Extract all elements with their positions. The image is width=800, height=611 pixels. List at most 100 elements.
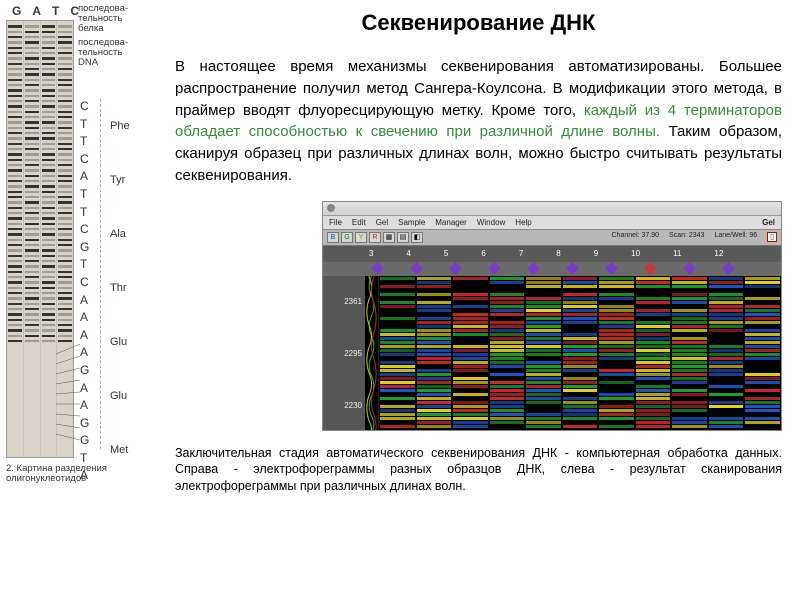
lane-marker-diamond-icon[interactable] <box>449 262 462 275</box>
nucleotide-sequence-column: CTTCATTCGTCAAAAGAAGGTA <box>80 99 89 482</box>
screenshot-caption: Заключительная стадия автоматического се… <box>175 445 782 496</box>
nucleotide-letter: C <box>80 222 89 236</box>
scale-tick-label: 2295 <box>344 349 362 358</box>
menu-item[interactable]: Sample <box>398 218 425 227</box>
dna-seq-label: последова- тельность DNA <box>78 38 166 68</box>
lane-marker-diamond-icon[interactable] <box>644 262 657 275</box>
toolbar-button[interactable]: ◧ <box>411 232 423 243</box>
trace-waveform-icon <box>365 276 378 431</box>
gel-lane <box>671 276 708 431</box>
menu-item[interactable]: Edit <box>352 218 366 227</box>
nucleotide-letter: T <box>80 257 89 271</box>
band-connector-lines <box>56 344 80 444</box>
nucleotide-letter: T <box>80 451 89 465</box>
lane-marker-diamond-icon[interactable] <box>566 262 579 275</box>
nucleotide-letter: T <box>80 205 89 219</box>
menu-item[interactable]: File <box>329 218 342 227</box>
toolbar-button[interactable]: B <box>327 232 339 243</box>
lane-marker-diamond-icon[interactable] <box>683 262 696 275</box>
lane-readout: Lane/Well: 96 <box>714 232 757 242</box>
nucleotide-letter: T <box>80 134 89 148</box>
codon-arrow-line <box>100 99 101 449</box>
toolbar-button[interactable]: ▤ <box>397 232 409 243</box>
lane-number: 4 <box>406 249 410 258</box>
gel-lane <box>452 276 489 431</box>
left-annotations: последова- тельность белка последова- те… <box>78 4 166 70</box>
gel-scale-axis: 2361 2295 2230 <box>323 276 365 431</box>
nucleotide-letter: T <box>80 117 89 131</box>
scan-readout: Scan: 2343 <box>669 232 704 242</box>
accession-box: ▯ <box>767 232 777 242</box>
nucleotide-letter: A <box>80 310 89 324</box>
lane-marker-diamond-icon[interactable] <box>410 262 423 275</box>
nucleotide-letter: A <box>80 468 89 482</box>
channel-readout: Channel: 37.90 <box>612 232 659 242</box>
amino-acid-label: Tyr <box>110 153 130 207</box>
gel-trace-column <box>365 276 379 431</box>
window-type-label: Gel <box>762 218 775 227</box>
nucleotide-letter: T <box>80 187 89 201</box>
nucleotide-letter: A <box>80 293 89 307</box>
gel-lane-header: 3456789101112 <box>323 246 781 262</box>
lane-label: T <box>52 4 59 18</box>
amino-acid-label: Ala <box>110 207 130 261</box>
gel-display-body: 2361 2295 2230 <box>323 276 781 431</box>
sanger-lane <box>24 21 41 457</box>
scale-tick-label: 2361 <box>344 297 362 306</box>
window-control-icon <box>327 204 335 212</box>
sanger-gel-figure: G A T C последова- тельность белка после… <box>6 4 156 458</box>
gel-marker-row <box>323 262 781 276</box>
app-menubar: File Edit Gel Sample Manager Window Help Gel <box>323 216 781 230</box>
toolbar-button[interactable]: ▦ <box>383 232 395 243</box>
gel-lane <box>416 276 453 431</box>
amino-acid-column: PheTyrAlaThrGluGluMet <box>110 99 130 477</box>
toolbar-button[interactable]: G <box>341 232 353 243</box>
amino-acid-label: Thr <box>110 261 130 315</box>
lane-number: 3 <box>369 249 373 258</box>
nucleotide-letter: A <box>80 169 89 183</box>
right-column: Секвенирование ДНК В настоящее время мех… <box>165 0 800 611</box>
lane-marker-diamond-icon[interactable] <box>605 262 618 275</box>
lane-number: 8 <box>556 249 560 258</box>
lane-number: 12 <box>714 249 723 258</box>
amino-acid-label: Glu <box>110 369 130 423</box>
lane-number: 11 <box>673 249 681 258</box>
sanger-lane <box>41 21 58 457</box>
lane-number: 5 <box>444 249 448 258</box>
nucleotide-letter: G <box>80 363 89 377</box>
menu-item[interactable]: Window <box>477 218 505 227</box>
lane-marker-diamond-icon[interactable] <box>527 262 540 275</box>
amino-acid-label: Phe <box>110 99 130 153</box>
nucleotide-letter: A <box>80 381 89 395</box>
menu-item[interactable]: Help <box>515 218 531 227</box>
menu-item[interactable]: Gel <box>376 218 388 227</box>
app-toolbar: B G Y R ▦ ▤ ◧ Channel: 37.90 Scan: 2343 … <box>323 230 781 246</box>
toolbar-status: Channel: 37.90 Scan: 2343 Lane/Well: 96 … <box>612 232 777 242</box>
lane-marker-diamond-icon[interactable] <box>371 262 384 275</box>
gel-lane <box>598 276 635 431</box>
nucleotide-letter: A <box>80 328 89 342</box>
nucleotide-letter: C <box>80 275 89 289</box>
toolbar-button[interactable]: R <box>369 232 381 243</box>
left-figure-column: G A T C последова- тельность белка после… <box>0 0 165 611</box>
sequencer-software-screenshot: File Edit Gel Sample Manager Window Help Gel B … <box>322 201 782 431</box>
amino-acid-label: Met <box>110 423 130 477</box>
menu-item[interactable]: Manager <box>435 218 467 227</box>
main-paragraph: В настоящее время механизмы секвенирован… <box>175 56 782 187</box>
nucleotide-letter: A <box>80 398 89 412</box>
nucleotide-letter: G <box>80 240 89 254</box>
gel-lane <box>489 276 526 431</box>
lane-marker-diamond-icon[interactable] <box>722 262 735 275</box>
toolbar-button[interactable]: Y <box>355 232 367 243</box>
lane-label: A <box>32 4 41 18</box>
lane-number: 9 <box>594 249 598 258</box>
gel-lanes-container <box>379 276 781 431</box>
page-root: G A T C последова- тельность белка после… <box>0 0 800 611</box>
page-title: Секвенирование ДНК <box>175 10 782 36</box>
protein-seq-label: последова- тельность белка <box>78 4 166 34</box>
app-titlebar <box>323 202 781 216</box>
scale-tick-label: 2230 <box>344 401 362 410</box>
gel-lane <box>635 276 672 431</box>
lane-marker-diamond-icon[interactable] <box>488 262 501 275</box>
nucleotide-letter: C <box>80 99 89 113</box>
